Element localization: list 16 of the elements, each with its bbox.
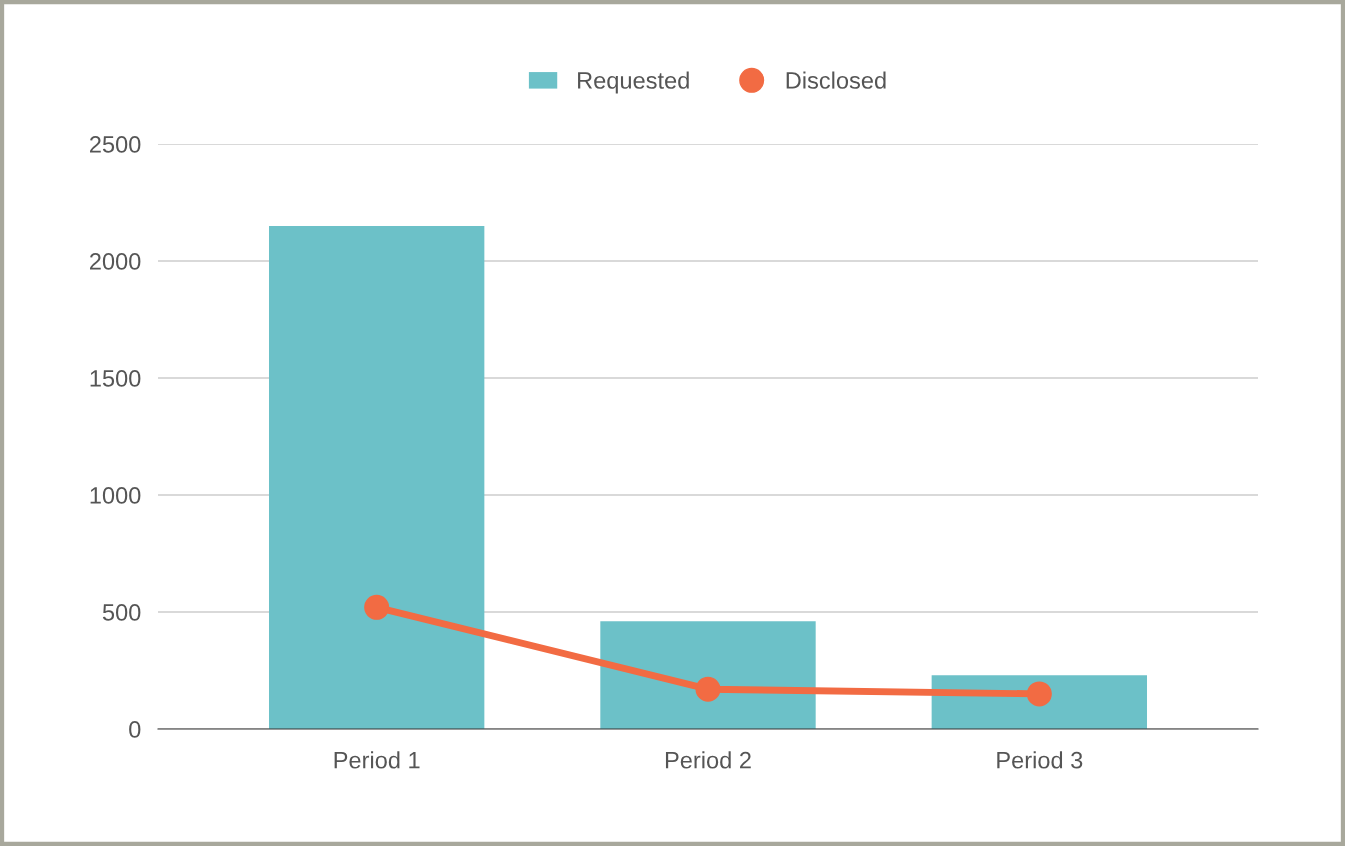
y-tick-label: 1000 bbox=[90, 487, 141, 504]
y-tick-label: 1500 bbox=[90, 370, 141, 387]
x-tick-label: Period 1 bbox=[334, 751, 420, 769]
x-tick-label: Period 3 bbox=[997, 751, 1083, 769]
bar bbox=[931, 675, 1148, 729]
point bbox=[1026, 681, 1052, 707]
legend-label: Requested bbox=[578, 71, 689, 94]
legend-label: Disclosed bbox=[786, 71, 886, 89]
y-tick-label: 2500 bbox=[90, 136, 141, 153]
y-tick-label: 0 bbox=[129, 721, 141, 738]
y-tick-label: 2000 bbox=[90, 253, 141, 270]
point bbox=[695, 676, 721, 702]
point bbox=[364, 594, 390, 620]
y-tick-label: 500 bbox=[102, 604, 141, 621]
bar bbox=[268, 225, 485, 729]
x-tick-label: Period 2 bbox=[665, 751, 751, 769]
